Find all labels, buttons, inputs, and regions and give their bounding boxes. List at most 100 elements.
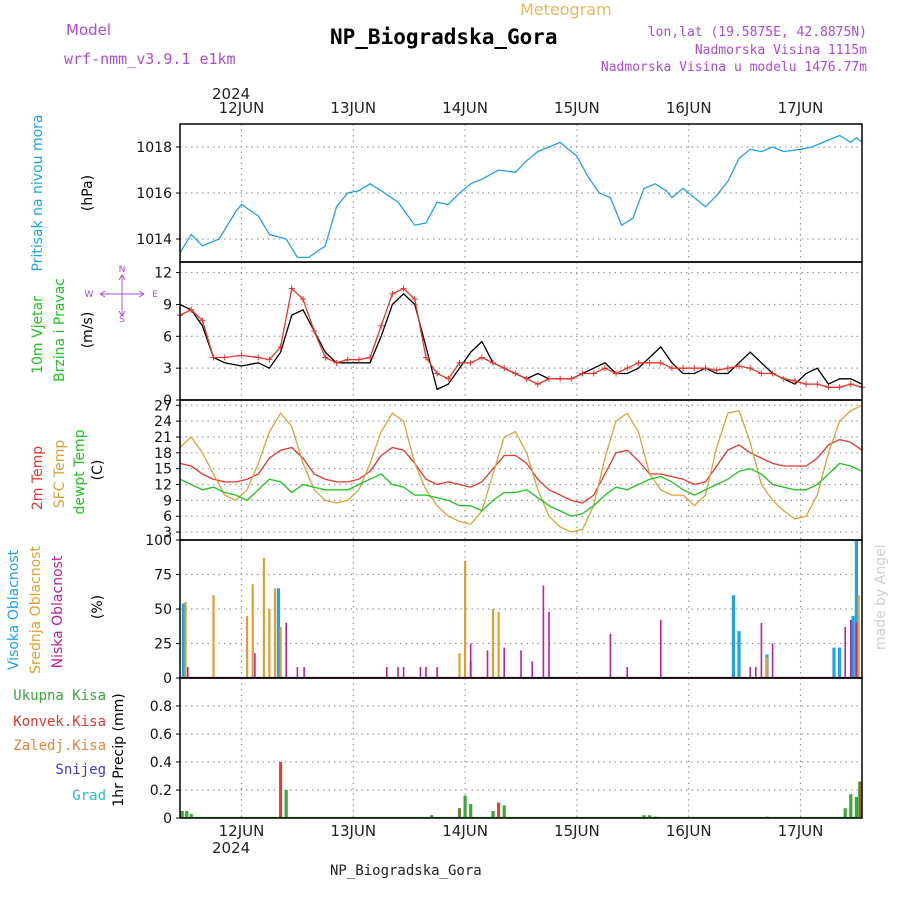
y-tick-label: 1014 bbox=[136, 232, 172, 248]
ylabel-wind: 10m Vjetar bbox=[30, 296, 46, 374]
bar-srednja-oblacnost bbox=[246, 615, 249, 678]
gust-marker bbox=[288, 285, 295, 292]
legend-precip: Konvek.Kisa bbox=[13, 714, 106, 730]
bar-visoka-oblacnost bbox=[731, 595, 735, 678]
gust-marker bbox=[367, 354, 374, 361]
bar-srednja-oblacnost bbox=[464, 560, 467, 678]
bar-ukupna-kisa bbox=[284, 790, 288, 818]
gust-marker bbox=[266, 356, 273, 363]
compass-west: W bbox=[85, 290, 94, 300]
x-tick-label-top: 14JUN bbox=[442, 99, 488, 117]
bar-srednja-oblacnost bbox=[268, 609, 271, 678]
bar-niska-oblacnost bbox=[303, 667, 305, 678]
gust-marker bbox=[490, 359, 497, 366]
bar-srednja-oblacnost bbox=[184, 602, 187, 678]
bar-konvek-kisa bbox=[279, 762, 282, 818]
bar-niska-oblacnost bbox=[520, 650, 522, 678]
bar-ukupna-kisa bbox=[180, 811, 184, 818]
bar-srednja-oblacnost bbox=[491, 609, 495, 678]
legend-precip: Ukupna Kisa bbox=[13, 688, 106, 704]
gust-marker bbox=[847, 381, 854, 388]
y-tick-label: 15 bbox=[154, 462, 172, 478]
compass-north: N bbox=[119, 265, 126, 275]
y-tick-label: 1018 bbox=[136, 140, 172, 156]
bar-ukupna-kisa bbox=[648, 815, 652, 818]
bar-niska-oblacnost bbox=[425, 667, 427, 678]
legend-precip: Grad bbox=[72, 788, 106, 804]
bar-srednja-oblacnost bbox=[251, 584, 254, 678]
x-tick-label-bottom: 14JUN bbox=[442, 822, 488, 840]
ylabel-high-cloud: Visoka Oblacnost bbox=[6, 549, 22, 670]
gust-marker bbox=[512, 370, 519, 377]
bar-ukupna-kisa bbox=[854, 797, 858, 818]
series-pressure-line bbox=[179, 134, 863, 259]
ylabel-precip: 1hr Precip (mm) bbox=[111, 693, 127, 806]
bar-visoka-oblacnost bbox=[851, 615, 855, 678]
bar-ukupna-kisa bbox=[491, 811, 495, 818]
y-tick-label: 25 bbox=[154, 637, 172, 653]
x-tick-label-top: 13JUN bbox=[330, 99, 376, 117]
bar-visoka-oblacnost bbox=[737, 631, 741, 678]
y-tick-label: 12 bbox=[154, 478, 172, 494]
coords: lon,lat (19.5875E, 42.8875N) bbox=[648, 25, 867, 40]
gust-marker bbox=[680, 365, 687, 372]
gust-marker bbox=[534, 381, 541, 388]
x-tick-label-bottom: 13JUN bbox=[330, 822, 376, 840]
gust-marker bbox=[780, 375, 787, 382]
bar-visoka-oblacnost bbox=[838, 647, 842, 678]
credit: made by Angel bbox=[873, 544, 889, 650]
bar-niska-oblacnost bbox=[503, 647, 505, 678]
gust-marker bbox=[624, 365, 631, 372]
gust-marker bbox=[724, 365, 731, 372]
gust-marker bbox=[188, 306, 195, 313]
panel-wind: 0 3 6 9 12 bbox=[154, 261, 865, 409]
x-tick-label-bottom: 17JUN bbox=[778, 822, 824, 840]
bar-srednja-oblacnost bbox=[497, 611, 500, 678]
gust-marker bbox=[434, 370, 441, 377]
bar-ukupna-kisa bbox=[843, 808, 847, 818]
panel-precipitation: 0 0.2 0.4 0.6 0.8 bbox=[150, 677, 863, 827]
page-title: NP_Biogradska_Gora bbox=[330, 25, 558, 49]
bar-niska-oblacnost bbox=[419, 667, 422, 678]
bar-ukupna-kisa bbox=[642, 815, 646, 818]
bar-ukupna-kisa bbox=[849, 794, 853, 818]
gust-marker bbox=[445, 375, 452, 382]
gust-marker bbox=[557, 375, 564, 382]
x-tick-label-top: 17JUN bbox=[778, 99, 824, 117]
gust-marker bbox=[344, 356, 351, 363]
gust-marker bbox=[411, 296, 418, 303]
legend-precip: Zaledj.Kisa bbox=[13, 738, 106, 754]
gust-marker bbox=[657, 359, 664, 366]
bar-visoka-oblacnost bbox=[832, 647, 836, 678]
bar-srednja-oblacnost bbox=[765, 657, 769, 678]
bar-konvek-kisa bbox=[458, 808, 461, 818]
bar-niska-oblacnost bbox=[548, 611, 550, 678]
bar-niska-oblacnost bbox=[660, 620, 662, 678]
bar-niska-oblacnost bbox=[755, 667, 757, 678]
y-tick-label: 9 bbox=[163, 493, 172, 509]
bar-visoka-oblacnost bbox=[854, 540, 858, 678]
series-sfc-temp-line bbox=[179, 404, 863, 533]
gust-marker bbox=[769, 370, 776, 377]
gust-marker bbox=[825, 384, 832, 391]
gust-marker bbox=[613, 370, 620, 377]
x-tick-label-top: 12JUN bbox=[219, 99, 265, 117]
bar-ukupna-kisa bbox=[189, 813, 193, 818]
gust-marker bbox=[736, 363, 743, 370]
bar-konvek-kisa bbox=[859, 781, 861, 818]
gust-marker bbox=[747, 365, 754, 372]
year-top: 2024 bbox=[212, 85, 250, 103]
gust-marker bbox=[311, 328, 318, 334]
gust-marker bbox=[635, 359, 642, 366]
y-tick-label: 6 bbox=[163, 509, 172, 525]
gust-marker bbox=[545, 375, 552, 382]
x-tick-label-top: 15JUN bbox=[554, 99, 600, 117]
gust-marker bbox=[422, 354, 429, 361]
bar-srednja-oblacnost bbox=[212, 595, 215, 678]
y-tick-label: 50 bbox=[154, 602, 172, 618]
bar-niska-oblacnost bbox=[850, 620, 852, 678]
gust-marker bbox=[333, 359, 340, 366]
bar-niska-oblacnost bbox=[254, 653, 256, 678]
bar-konvek-kisa bbox=[497, 802, 500, 818]
ylabel-wind-dir: Brzina i Pravac bbox=[52, 278, 68, 382]
